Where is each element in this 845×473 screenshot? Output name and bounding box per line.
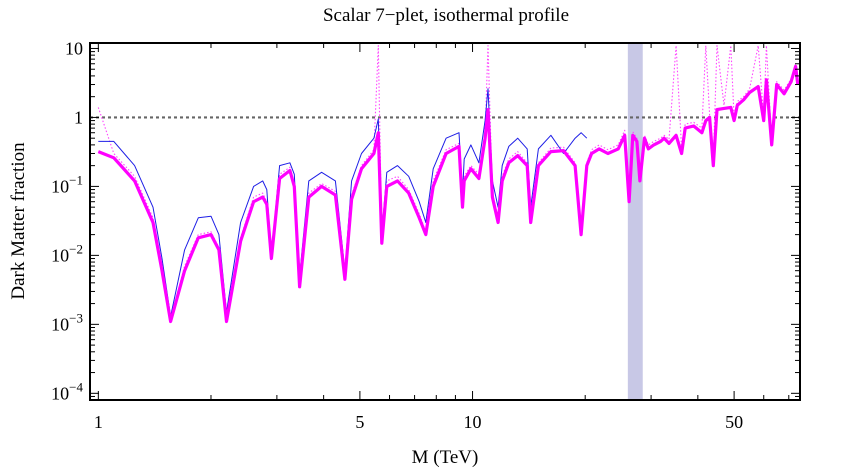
y-tick-label: 10−3 — [51, 310, 83, 334]
y-tick-label: 10−4 — [51, 379, 83, 403]
series-line-main — [97, 64, 800, 324]
y-tick-labels: 10−4 10−3 10−2 10−1 1 10 — [51, 38, 83, 403]
x-tick-label: 1 — [94, 412, 103, 432]
series-line-dotted — [97, 45, 799, 320]
y-tick-label: 10−1 — [51, 172, 83, 196]
series-layer — [97, 45, 800, 324]
x-tick-label: 5 — [355, 412, 364, 432]
y-tick-label: 10−2 — [51, 241, 83, 265]
chart-title: Scalar 7−plet, isothermal profile — [323, 5, 569, 26]
plot-frame — [89, 42, 801, 401]
tick-layer — [90, 43, 800, 401]
y-tick-label: 10 — [65, 38, 83, 58]
series-line-upper — [98, 88, 588, 317]
x-tick-label: 50 — [725, 412, 743, 432]
y-tick-label: 1 — [74, 107, 83, 127]
x-tick-labels: 1 5 10 50 — [94, 412, 743, 432]
x-tick-label: 10 — [464, 412, 482, 432]
x-axis-label: M (TeV) — [412, 447, 479, 468]
excluded-band — [627, 43, 643, 400]
y-axis-label: Dark Matter fraction — [8, 142, 29, 300]
excluded-band-layer — [627, 43, 643, 400]
